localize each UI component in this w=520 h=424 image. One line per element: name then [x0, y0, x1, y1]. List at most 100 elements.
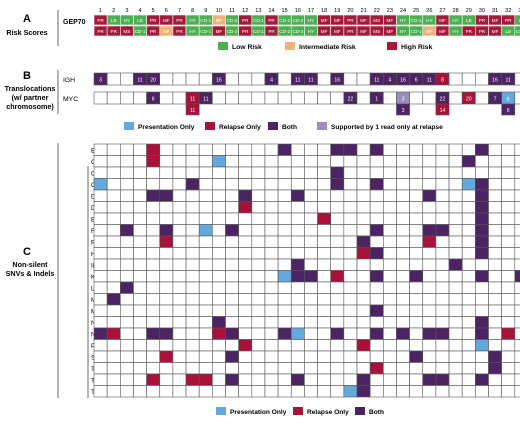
snv-cell: [343, 155, 358, 168]
snv-cell: [304, 143, 318, 156]
snv-cell: [93, 143, 108, 156]
snv-cell: [212, 316, 226, 329]
panel-b-title-line-3: chromosome): [6, 102, 54, 111]
snv-cell: [277, 258, 292, 271]
snv-cell: [304, 327, 318, 340]
snv-cell: [198, 201, 213, 214]
snv-cell: [514, 362, 520, 375]
snv-cell: [133, 304, 147, 317]
snv-cell: [146, 339, 161, 352]
snv-legend: Presentation Only Relapse Only Both: [216, 407, 384, 416]
snv-cell: [198, 166, 213, 179]
snv-cell: [120, 270, 134, 283]
snv-cell: [290, 258, 305, 271]
sample-number: 6: [165, 8, 168, 14]
snv-cell: [238, 201, 253, 214]
snv-cell: [251, 258, 266, 271]
snv-cell: [369, 258, 384, 271]
snv-cell: [330, 224, 345, 237]
igh-cell: [514, 72, 520, 86]
snv-cell: [159, 281, 174, 294]
gep70-cell-label: MF: [334, 18, 341, 23]
snv-cell: [238, 189, 253, 202]
myc-trans-cell: [317, 91, 331, 105]
snv-cell: [304, 189, 318, 202]
snv-cell: [198, 316, 213, 329]
sample-number: 13: [255, 8, 261, 14]
snv-cell: [146, 293, 161, 306]
snv-cell: [343, 212, 358, 225]
snv-cell: [356, 362, 371, 375]
gep70-cell-label: MF: [163, 18, 170, 23]
snv-cell: [422, 373, 437, 386]
snv-cell: [172, 281, 187, 294]
myc-trans-label: MYC: [63, 96, 78, 103]
snv-cell: [514, 350, 520, 363]
snv-cell: [106, 189, 121, 202]
snv-cell: [93, 293, 108, 306]
igh-partner-label: 11: [506, 78, 511, 84]
snv-cell: [448, 339, 463, 352]
snv-cell: [448, 178, 463, 191]
snv-cell: [356, 155, 371, 168]
snv-cell: [185, 258, 200, 271]
snv-cell: [212, 350, 226, 363]
snv-cell: [330, 247, 345, 260]
snv-cell: [264, 247, 279, 260]
snv-cell: [251, 385, 266, 398]
snv-cell: [343, 281, 358, 294]
snv-cell: [277, 385, 292, 398]
snv-cell: [120, 201, 134, 214]
myc-trans-partner-label: 6: [152, 97, 155, 103]
snv-cell: [330, 155, 345, 168]
gep70-cell-label: PR: [479, 29, 486, 34]
translocation-grid: 3 11 20 16 4 11 11 16 11 4 16 6 11 8 16 11 6 11 11 22 1 3 22 20…: [93, 72, 520, 116]
snv-cell: [461, 178, 476, 191]
relapse_only-legend-label: Relapse Only: [219, 124, 261, 131]
snv-cell: [133, 293, 147, 306]
snv-cell: [185, 235, 200, 248]
snv-cell: [172, 304, 187, 317]
myc-trans-cell: [290, 91, 305, 105]
snv-cell: [461, 350, 476, 363]
snv-cell: [435, 270, 450, 283]
snv-cell: [93, 224, 108, 237]
snv-cell: [435, 293, 450, 306]
snv-cell: [501, 350, 516, 363]
snv-cell: [159, 235, 174, 248]
presentation_only-legend-label: Presentation Only: [138, 124, 195, 131]
snv-cell: [448, 189, 463, 202]
snv-cell: [317, 258, 331, 271]
snv-cell: [185, 293, 200, 306]
snv-cell: [488, 373, 502, 386]
snv-cell: [382, 362, 397, 375]
snv-cell: [146, 258, 161, 271]
igh-partner-label: 11: [137, 78, 142, 84]
sample-number: 5: [152, 8, 155, 14]
snv-cell: [317, 212, 331, 225]
snv-cell: [146, 166, 161, 179]
snv-cell: [501, 304, 516, 317]
snv-cell: [475, 247, 489, 260]
snv-cell: [317, 247, 331, 260]
snv-cell: [317, 155, 331, 168]
snv-cell: [514, 293, 520, 306]
snv-cell: [120, 235, 134, 248]
gep70-cell-label: PR: [150, 29, 157, 34]
snv-cell: [475, 327, 489, 340]
snv-cell: [290, 350, 305, 363]
snv-cell: [133, 270, 147, 283]
snv-cell: [488, 247, 502, 260]
snv-cell: [330, 189, 345, 202]
snv-cell: [159, 212, 174, 225]
gep70-cell-label: HY: [426, 18, 432, 23]
snv-cell: [225, 212, 239, 225]
snv-cell: [435, 362, 450, 375]
snv-cell: [475, 155, 489, 168]
snv-cell: [212, 178, 226, 191]
snv-cell: [369, 235, 384, 248]
snv-cell: [448, 224, 463, 237]
snv-cell: [277, 373, 292, 386]
snv-cell: [133, 281, 147, 294]
snv-cell: [396, 327, 410, 340]
